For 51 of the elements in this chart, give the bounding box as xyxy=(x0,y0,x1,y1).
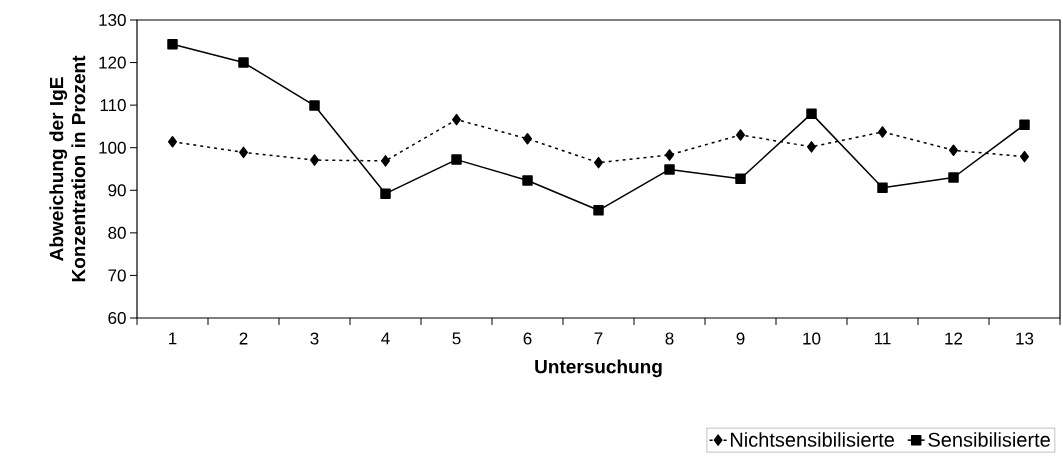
y-axis-title: Abweichung der IgE Konzentration in Prozent xyxy=(49,55,86,282)
point xyxy=(948,172,959,183)
x-tick-label: 1 xyxy=(169,332,177,345)
point xyxy=(877,182,888,193)
point xyxy=(380,188,391,199)
point xyxy=(167,39,178,50)
point xyxy=(878,126,888,138)
y-tick-label: 120 xyxy=(99,56,126,69)
y-tick-label: 110 xyxy=(100,99,126,112)
point xyxy=(168,135,178,148)
point xyxy=(523,133,533,145)
legend-label: Sensibilisierte xyxy=(928,432,1050,447)
x-tick-label: 6 xyxy=(523,332,532,345)
y-tick-label: 130 xyxy=(99,13,126,27)
point xyxy=(594,156,604,169)
y-tick-label: 80 xyxy=(108,226,126,239)
point xyxy=(735,173,746,185)
x-tick-label: 2 xyxy=(239,332,248,345)
point xyxy=(239,146,249,159)
x-tick-label: 5 xyxy=(452,332,461,345)
x-tick-label: 9 xyxy=(736,332,745,345)
point xyxy=(381,155,391,167)
x-tick-label: 11 xyxy=(874,332,891,345)
point xyxy=(310,154,320,166)
y-tick-label: 90 xyxy=(108,184,126,197)
point xyxy=(522,175,533,186)
x-tick-label: 8 xyxy=(665,332,674,345)
y-tick-label: 70 xyxy=(108,269,126,282)
point xyxy=(593,205,604,216)
point xyxy=(949,144,959,157)
x-tick-label: 12 xyxy=(945,332,963,345)
point xyxy=(451,154,462,165)
point xyxy=(309,100,320,111)
x-tick-label: 10 xyxy=(803,332,821,345)
point xyxy=(1020,150,1030,163)
point xyxy=(807,141,817,153)
x-tick-label: 7 xyxy=(594,332,603,345)
y-tick-label: 100 xyxy=(99,141,126,154)
x-tick-label: 3 xyxy=(310,332,319,345)
x-tick-label: 4 xyxy=(381,332,390,345)
point xyxy=(1019,119,1030,130)
point xyxy=(806,108,817,119)
point xyxy=(664,164,675,175)
point xyxy=(238,57,249,68)
x-tick-label: 13 xyxy=(1016,332,1034,345)
point xyxy=(736,129,746,141)
y-tick-label: 60 xyxy=(108,311,126,325)
x-axis-title: Untersuchung xyxy=(535,359,662,378)
point xyxy=(452,113,462,126)
point xyxy=(665,149,675,161)
legend-label: Nichtsensibilisierte xyxy=(730,432,895,447)
